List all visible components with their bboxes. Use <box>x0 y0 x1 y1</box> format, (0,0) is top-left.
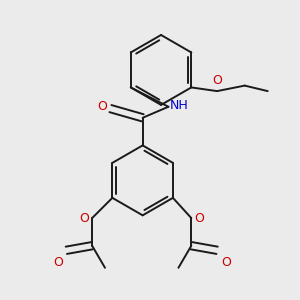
Text: O: O <box>97 100 107 113</box>
Text: O: O <box>194 212 204 225</box>
Text: NH: NH <box>170 99 189 112</box>
Text: O: O <box>221 256 231 269</box>
Text: O: O <box>212 74 222 87</box>
Text: O: O <box>80 212 89 225</box>
Text: O: O <box>53 256 63 269</box>
